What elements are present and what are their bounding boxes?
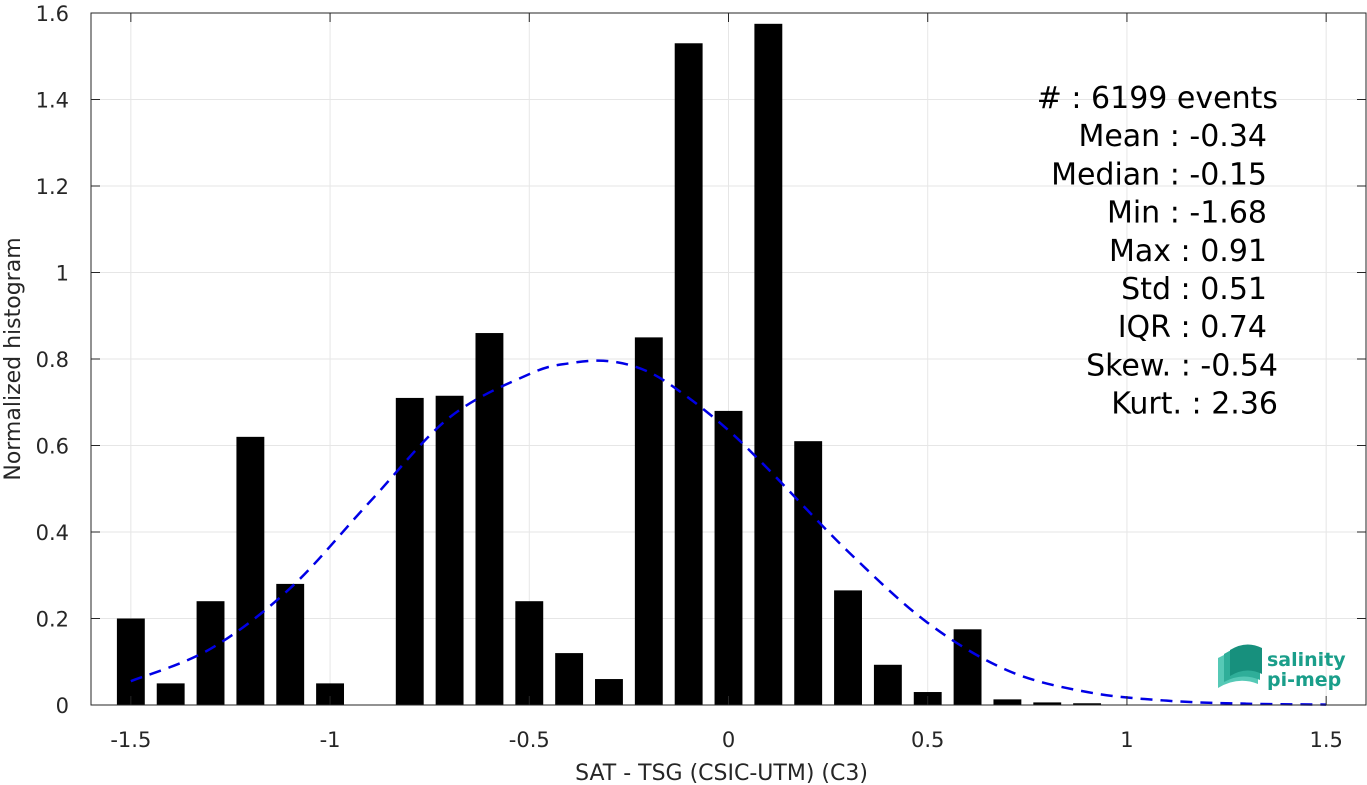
x-tick-labels: -1.5 -1 -0.5 0 0.5 1 1.5: [110, 728, 1343, 752]
histogram-bar: [953, 629, 982, 705]
y-tick-label: 1: [56, 262, 69, 286]
stat-line: Mean : -0.34: [1078, 119, 1267, 154]
histogram-bar: [674, 43, 703, 705]
histogram-bar: [475, 333, 504, 705]
histogram-bar: [515, 601, 544, 705]
histogram-bar: [156, 683, 185, 705]
salinity-pi-mep-logo: salinity pi-mep: [1218, 644, 1346, 691]
y-tick-label: 0.8: [36, 348, 69, 372]
histogram-bar: [634, 337, 663, 705]
normal-fit-curve: [130, 359, 1327, 706]
x-tick-label: 0: [722, 728, 735, 752]
x-tick-label: -1: [320, 728, 341, 752]
x-axis-label: SAT - TSG (CSIC-UTM) (C3): [575, 761, 868, 785]
x-tick-label: 0.5: [911, 728, 944, 752]
stat-line: Skew. : -0.54: [1086, 348, 1278, 383]
histogram-bar: [595, 679, 623, 705]
histogram-bar: [316, 683, 345, 705]
histogram-bar: [794, 441, 823, 705]
stat-line: # : 6199 events: [1037, 81, 1278, 116]
y-tick-label: 1.6: [36, 2, 69, 26]
histogram-bar: [236, 436, 265, 705]
x-tick-label: -0.5: [509, 728, 550, 752]
x-tick-label: 1.5: [1309, 728, 1342, 752]
histogram-bar: [754, 23, 783, 705]
bars: [116, 23, 1102, 705]
histogram-bar: [714, 410, 743, 705]
histogram-bar: [196, 601, 225, 705]
stat-line: Kurt. : 2.36: [1111, 387, 1278, 422]
ticks: [91, 12, 1366, 706]
y-tick-label: 0.4: [36, 521, 69, 545]
histogram-bar: [1033, 702, 1062, 705]
y-axis-label: Normalized histogram: [1, 237, 26, 480]
stat-line: Min : -1.68: [1107, 196, 1267, 231]
stat-line: Std : 0.51: [1121, 272, 1267, 307]
grid: [91, 12, 1366, 706]
logo-wave-icon: [1218, 644, 1262, 688]
y-tick-label: 1.2: [36, 175, 69, 199]
histogram-bar: [116, 618, 145, 705]
y-tick-label: 0: [56, 694, 69, 718]
histogram-bar: [993, 699, 1022, 705]
histogram-bar: [834, 590, 862, 705]
y-tick-label: 0.6: [36, 435, 69, 459]
stat-line: Median : -0.15: [1051, 157, 1267, 192]
histogram-bar: [555, 653, 584, 705]
logo-text-salinity: salinity: [1267, 649, 1346, 671]
stat-line: IQR : 0.74: [1118, 310, 1267, 345]
histogram-bar: [395, 397, 424, 705]
histogram-bar: [435, 395, 464, 705]
stat-line: Max : 0.91: [1109, 234, 1267, 269]
histogram-bar: [276, 583, 305, 705]
histogram-bar: [1073, 703, 1102, 705]
y-tick-label: 0.2: [36, 608, 69, 632]
y-tick-label: 1.4: [36, 89, 69, 113]
histogram-bar: [873, 664, 902, 705]
logo-text-pi-mep: pi-mep: [1267, 669, 1341, 691]
x-tick-label: -1.5: [110, 728, 151, 752]
x-tick-label: 1: [1120, 728, 1133, 752]
y-tick-labels: 0 0.2 0.4 0.6 0.8 1 1.2 1.4 1.6: [36, 2, 69, 718]
